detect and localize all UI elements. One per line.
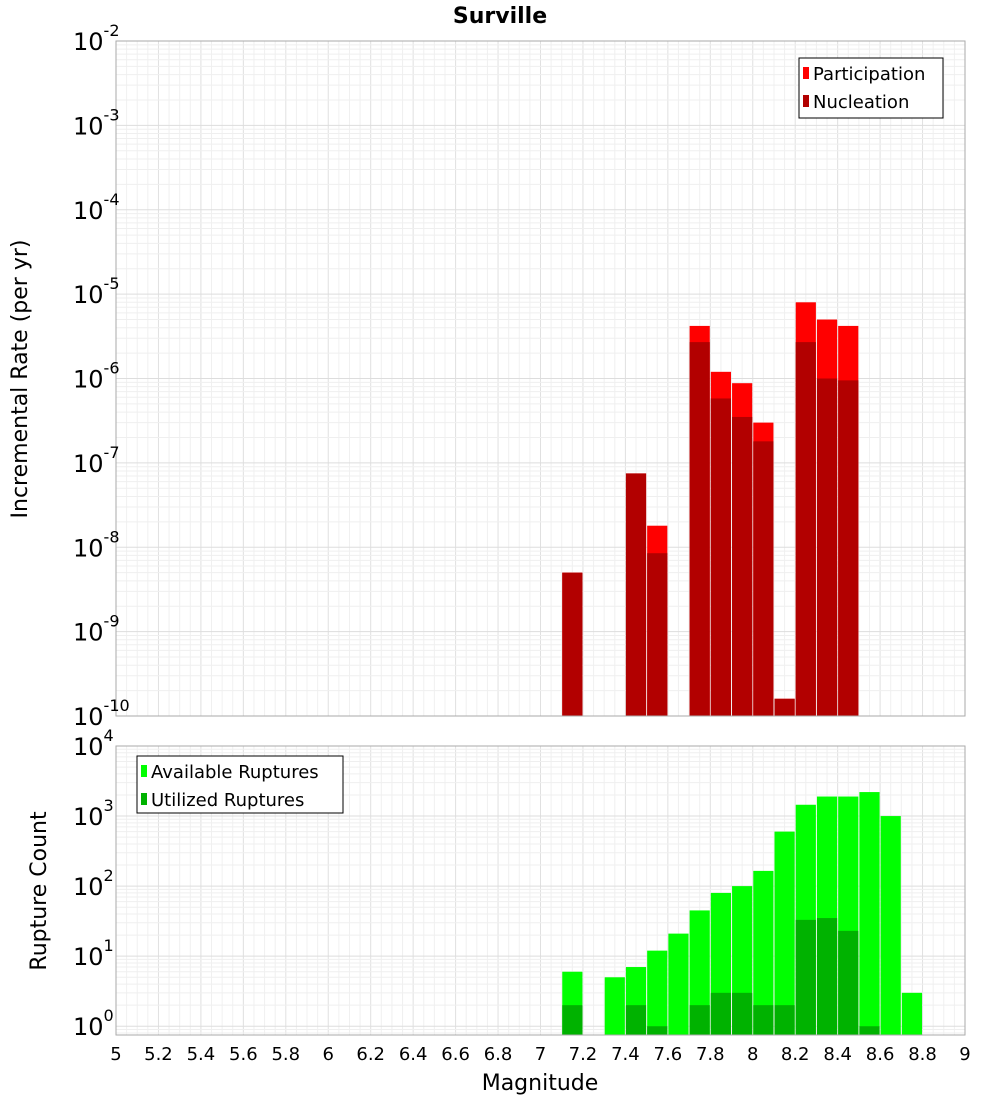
bottom-plot-border	[115, 745, 966, 1036]
bar-available-ruptures	[774, 831, 795, 1035]
top-panel: 10-10 10-9 10-8 10-7 10-6 10-5 10-4 10-3 10-2 In…	[8, 21, 966, 731]
x-tick-label: 7	[535, 1044, 546, 1065]
y-tick-label: 102	[73, 866, 114, 901]
x-tick-label: 5.8	[271, 1044, 300, 1065]
x-tick-label: 7.8	[696, 1044, 725, 1065]
bar-utilized-ruptures	[774, 1005, 795, 1035]
x-ticks: 5 5.2 5.4 5.6 5.8 6 6.2 6.4 6.6 6.8 7 7.2 7.4 7.6 7.8 8…	[110, 1044, 970, 1065]
y-tick-label: 10-9	[73, 612, 120, 647]
y-tick-label: 10-10	[73, 696, 130, 731]
y-tick-label: 10-5	[73, 274, 120, 309]
x-tick-label: 8.4	[823, 1044, 852, 1065]
bar-nucleation	[774, 698, 795, 716]
y-tick-label: 10-3	[73, 105, 120, 140]
bar-nucleation	[625, 473, 647, 716]
bar-utilized-ruptures	[816, 918, 838, 1035]
bar-available-ruptures	[901, 992, 923, 1035]
bar-utilized-ruptures	[753, 1005, 774, 1035]
y-tick-label: 10-6	[73, 359, 120, 394]
bar-nucleation	[816, 378, 838, 716]
bar-available-ruptures	[647, 950, 668, 1035]
top-bars	[562, 302, 859, 716]
bar-nucleation	[647, 553, 668, 716]
y-tick-label: 10-2	[73, 21, 120, 56]
legend-label: Participation	[813, 64, 925, 85]
bar-utilized-ruptures	[647, 1026, 668, 1035]
legend-box	[136, 755, 344, 814]
bar-nucleation	[562, 572, 583, 716]
bar-available-ruptures	[668, 933, 689, 1035]
y-tick-label: 10-8	[73, 527, 120, 562]
bottom-y-axis-label: Rupture Count	[27, 811, 52, 971]
x-tick-label: 7.4	[611, 1044, 640, 1065]
x-tick-label: 9	[959, 1044, 970, 1065]
legend-box	[798, 57, 944, 119]
x-tick-label: 8.2	[781, 1044, 810, 1065]
legend-swatch	[141, 765, 147, 777]
x-tick-label: 7.6	[654, 1044, 683, 1065]
x-tick-label: 5.6	[229, 1044, 258, 1065]
bar-nucleation	[689, 342, 710, 716]
bar-available-ruptures	[604, 977, 625, 1035]
x-tick-label: 6.6	[441, 1044, 470, 1065]
y-tick-label: 10-7	[73, 443, 120, 478]
x-tick-label: 5.2	[144, 1044, 173, 1065]
bottom-bars	[562, 792, 923, 1035]
bar-utilized-ruptures	[859, 1026, 880, 1035]
bar-nucleation	[838, 380, 859, 716]
top-y-ticks: 10-10 10-9 10-8 10-7 10-6 10-5 10-4 10-3 10-2	[73, 21, 130, 731]
legend-swatch	[803, 67, 809, 79]
bar-utilized-ruptures	[795, 919, 816, 1035]
x-axis-label: Magnitude	[482, 1071, 599, 1096]
y-tick-label: 100	[73, 1006, 114, 1041]
x-tick-label: 5.4	[187, 1044, 216, 1065]
top-legend: Participation Nucleation	[798, 57, 944, 119]
bar-nucleation	[710, 398, 731, 716]
bottom-grid	[115, 746, 966, 1035]
x-tick-label: 8	[747, 1044, 758, 1065]
bottom-legend: Available Ruptures Utilized Ruptures	[136, 755, 344, 814]
x-tick-label: 6.8	[484, 1044, 513, 1065]
bar-available-ruptures	[753, 870, 774, 1035]
bar-utilized-ruptures	[625, 1005, 647, 1035]
bar-utilized-ruptures	[710, 992, 731, 1035]
legend-label: Utilized Ruptures	[151, 790, 304, 811]
x-tick-label: 6.4	[399, 1044, 428, 1065]
x-tick-label: 6.2	[356, 1044, 385, 1065]
top-y-axis-label: Incremental Rate (per yr)	[8, 240, 33, 519]
bar-utilized-ruptures	[562, 1005, 583, 1035]
legend-label: Nucleation	[813, 92, 909, 113]
x-tick-label: 8.6	[866, 1044, 895, 1065]
bottom-y-ticks: 100 101 102 103 104	[73, 726, 114, 1041]
bar-nucleation	[795, 342, 816, 716]
legend-swatch	[803, 95, 809, 107]
bar-nucleation	[753, 441, 774, 716]
x-tick-label: 5	[110, 1044, 121, 1065]
x-tick-label: 8.8	[908, 1044, 937, 1065]
bar-utilized-ruptures	[732, 992, 753, 1035]
bar-available-ruptures	[689, 910, 710, 1035]
legend-label: Available Ruptures	[151, 762, 319, 783]
x-tick-label: 7.2	[569, 1044, 598, 1065]
y-tick-label: 10-4	[73, 190, 120, 225]
bar-utilized-ruptures	[838, 930, 859, 1035]
y-tick-label: 104	[73, 726, 114, 761]
top-plot-border	[115, 40, 966, 717]
legend-swatch	[141, 793, 147, 805]
bottom-panel: 100 101 102 103 104 5 5.2 5.4 5.6 5.8 6 6.2 6.4 6.6 6…	[27, 726, 971, 1096]
bar-available-ruptures	[859, 792, 880, 1035]
bar-nucleation	[732, 416, 753, 716]
y-tick-label: 103	[73, 796, 114, 831]
bar-utilized-ruptures	[689, 1005, 710, 1035]
chart-title: Surville	[453, 4, 547, 29]
y-tick-label: 101	[73, 936, 114, 971]
x-tick-label: 6	[323, 1044, 334, 1065]
top-grid	[115, 41, 966, 717]
bar-available-ruptures	[880, 816, 901, 1035]
